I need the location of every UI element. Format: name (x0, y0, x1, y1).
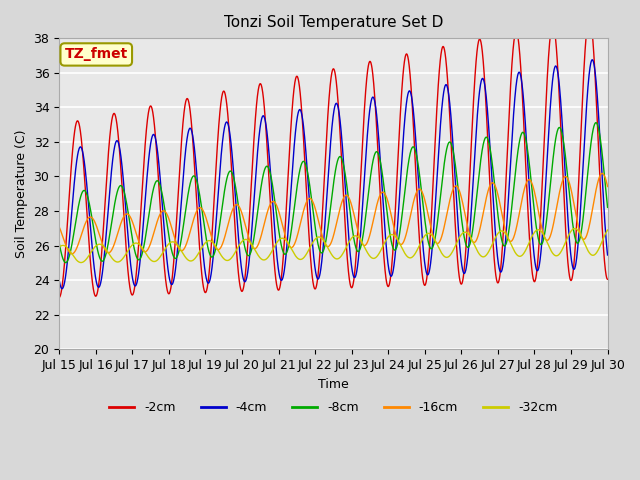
X-axis label: Time: Time (318, 378, 349, 391)
Y-axis label: Soil Temperature (C): Soil Temperature (C) (15, 130, 28, 258)
Text: TZ_fmet: TZ_fmet (65, 48, 128, 61)
Legend: -2cm, -4cm, -8cm, -16cm, -32cm: -2cm, -4cm, -8cm, -16cm, -32cm (104, 396, 563, 419)
Title: Tonzi Soil Temperature Set D: Tonzi Soil Temperature Set D (223, 15, 443, 30)
